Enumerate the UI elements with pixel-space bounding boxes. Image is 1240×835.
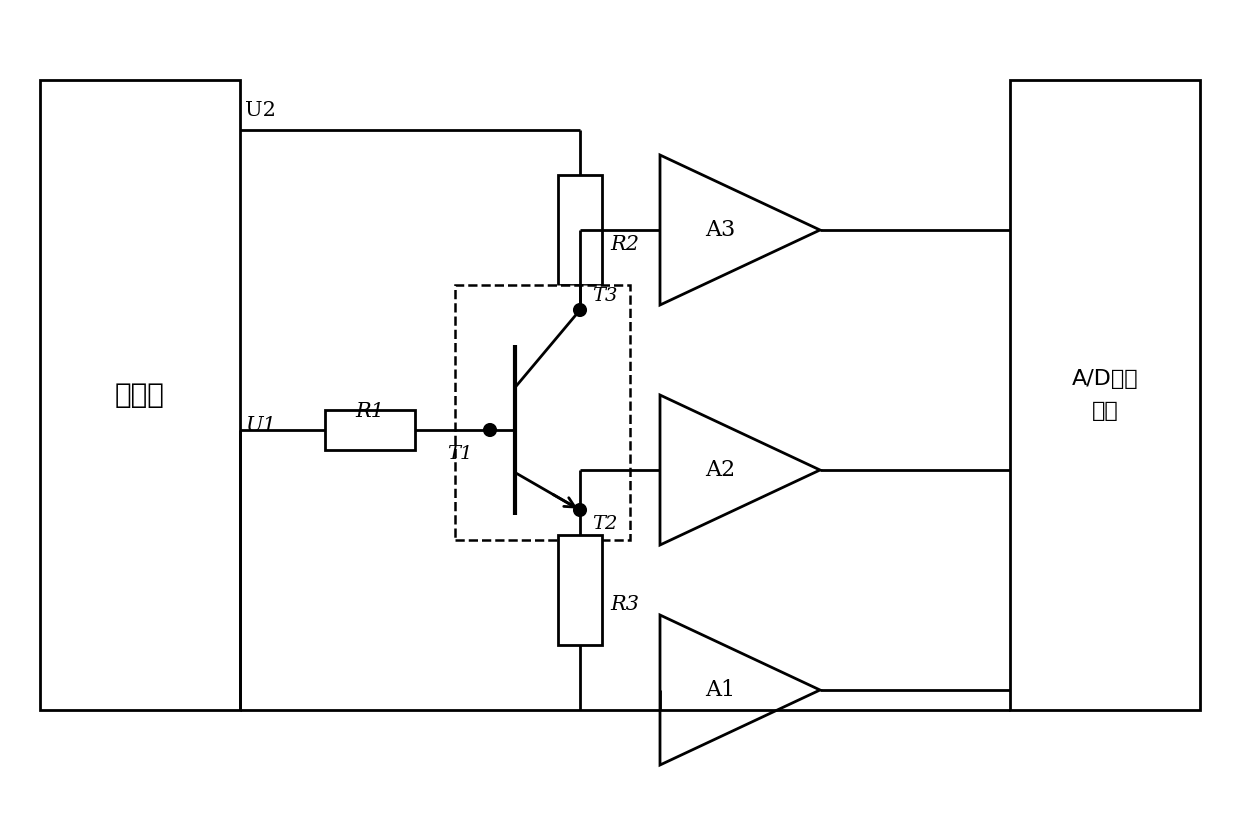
- Text: U2: U2: [246, 101, 275, 120]
- Polygon shape: [660, 615, 820, 765]
- Text: T2: T2: [591, 515, 618, 533]
- Text: U1: U1: [246, 416, 275, 435]
- Text: A1: A1: [704, 679, 735, 701]
- Text: R2: R2: [610, 235, 639, 255]
- Circle shape: [574, 304, 587, 316]
- Text: A3: A3: [704, 219, 735, 241]
- Text: T3: T3: [591, 287, 618, 305]
- Bar: [1011, 80, 1200, 710]
- Bar: [455, 285, 630, 540]
- Bar: [558, 535, 601, 645]
- Circle shape: [574, 504, 587, 516]
- Bar: [558, 175, 601, 285]
- Text: 缓冲级: 缓冲级: [115, 381, 165, 409]
- Text: R1: R1: [356, 402, 384, 421]
- Polygon shape: [660, 155, 820, 305]
- Text: A2: A2: [704, 459, 735, 481]
- Bar: [325, 410, 415, 450]
- Polygon shape: [660, 395, 820, 545]
- Text: T1: T1: [448, 445, 472, 463]
- Text: A/D转换
模块: A/D转换 模块: [1071, 368, 1138, 422]
- Bar: [40, 80, 241, 710]
- Circle shape: [484, 424, 496, 436]
- Text: R3: R3: [610, 595, 639, 615]
